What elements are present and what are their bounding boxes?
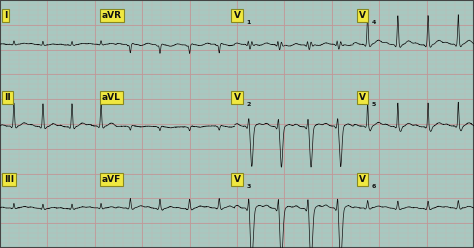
Text: V: V [359, 93, 366, 102]
Text: II: II [4, 93, 10, 102]
Text: III: III [4, 175, 14, 184]
Text: 2: 2 [246, 102, 251, 107]
Text: V: V [234, 11, 241, 20]
Text: 6: 6 [372, 184, 376, 188]
Text: aVL: aVL [102, 93, 121, 102]
Text: aVF: aVF [102, 175, 121, 184]
Text: 5: 5 [372, 102, 376, 107]
Text: 3: 3 [246, 184, 251, 188]
Text: V: V [234, 175, 241, 184]
Text: V: V [359, 175, 366, 184]
Text: aVR: aVR [102, 11, 122, 20]
Text: V: V [359, 11, 366, 20]
Text: 1: 1 [246, 20, 251, 25]
Text: V: V [234, 93, 241, 102]
Text: I: I [4, 11, 7, 20]
Text: 4: 4 [372, 20, 376, 25]
